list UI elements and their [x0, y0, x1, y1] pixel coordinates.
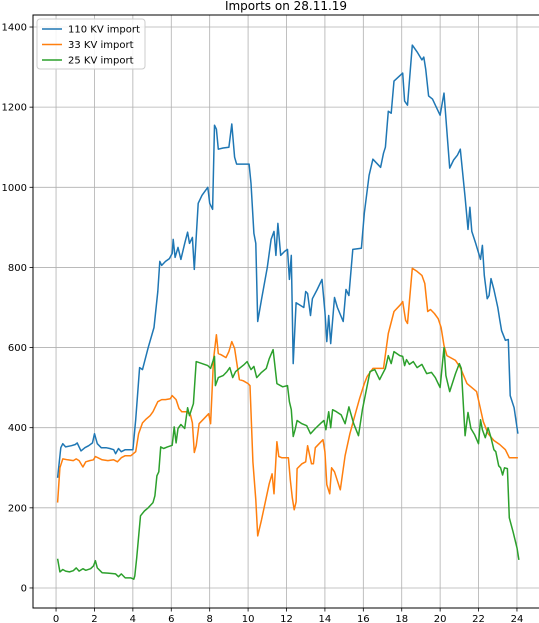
x-tick-label: 4 [130, 614, 136, 623]
series-line-3 [56, 346, 520, 580]
chart-title: Imports on 28.11.19 [225, 0, 347, 13]
x-tick-label: 0 [53, 614, 59, 623]
y-tick-label: 400 [8, 423, 27, 434]
plot-area-frame [32, 14, 539, 609]
x-tick-label: 18 [395, 614, 408, 623]
series-lines [56, 44, 520, 580]
y-tick-label: 1000 [2, 183, 27, 194]
chart-grid [33, 15, 539, 608]
y-tick-label: 600 [8, 343, 27, 354]
y-tick-label: 1200 [2, 103, 27, 114]
x-tick-label: 10 [242, 614, 255, 623]
x-tick-label: 8 [206, 614, 212, 623]
x-axis-ticks: 0 2 4 6 8 10 12 14 16 18 20 22 24 [53, 608, 523, 623]
legend-label: 110 KV import [68, 25, 140, 36]
x-tick-label: 6 [168, 614, 174, 623]
x-tick-label: 2 [91, 614, 97, 623]
x-tick-label: 20 [434, 614, 447, 623]
legend-label: 25 KV import [68, 56, 134, 67]
x-tick-label: 12 [280, 614, 293, 623]
y-axis-ticks: 0 200 400 600 800 1000 1200 1400 [2, 23, 33, 594]
legend-label: 33 KV import [68, 40, 134, 51]
y-tick-label: 200 [8, 503, 27, 514]
chart-legend: 110 KV import 33 KV import 25 KV import [36, 18, 146, 70]
x-tick-label: 14 [319, 614, 332, 623]
x-tick-label: 24 [511, 614, 524, 623]
series-line-2 [56, 267, 518, 537]
x-tick-label: 22 [472, 614, 485, 623]
legend-box [36, 18, 146, 70]
y-tick-label: 800 [8, 263, 27, 274]
x-tick-label: 16 [357, 614, 370, 623]
y-tick-label: 1400 [2, 23, 27, 34]
y-tick-label: 0 [21, 583, 27, 594]
series-line-1 [56, 44, 519, 478]
